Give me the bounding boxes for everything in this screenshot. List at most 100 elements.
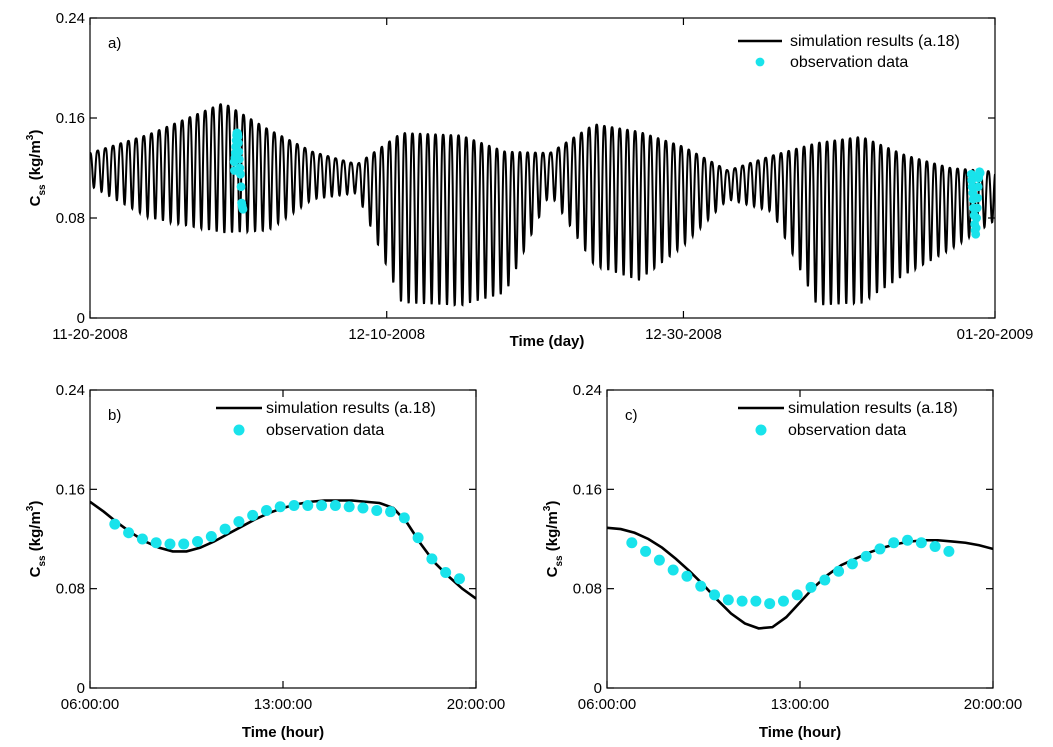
observation-point-c [874,543,886,555]
observation-point-b [123,527,135,539]
series-b-simulation-line [90,499,476,600]
y-tick-label: 0.08 [573,581,602,598]
legend-simulation-label: simulation results (a.18) [266,400,436,417]
y-tick-label: 0 [594,680,602,697]
observation-point-c [667,564,679,576]
x-axis-label: Time (hour) [242,724,324,741]
observation-point-b [398,512,410,524]
observation-point-a [971,223,981,233]
x-tick-label: 13:00:00 [254,696,312,713]
y-tick-label: 0.08 [56,210,85,227]
legend-observation-label: observation data [788,422,906,439]
observation-point-b [440,567,452,579]
observation-point-b [136,533,148,545]
legend-a: simulation results (a.18) observation dat… [738,33,960,71]
y-axis-label-superscript: 3 [25,505,36,511]
x-tick-label: 13:00:00 [771,696,829,713]
chart-panel-b: 0 0.08 0.16 0.24 06:00:00 13:00:00 20:00:00 Tim… [25,382,505,741]
panel-label: c) [625,407,638,424]
legend-observation-label: observation data [266,422,384,439]
observation-point-c [764,598,776,610]
y-tick-label: 0.16 [56,110,85,127]
legend-observation-swatch [755,424,767,436]
observation-point-c [929,540,941,552]
observation-point-c [833,565,845,577]
observation-point-b [385,506,397,518]
panel-label: b) [108,407,121,424]
y-axis-label: Css (kg/m3) [25,501,48,578]
observation-point-c [902,534,914,546]
y-tick-label: 0.16 [56,481,85,498]
y-tick-label: 0.24 [56,382,85,399]
y-axis-label-subscript: ss [37,555,48,567]
x-tick-label: 20:00:00 [447,696,505,713]
observation-point-b [343,501,355,513]
x-tick-label: 01-20-2009 [957,326,1034,343]
observation-point-b [192,535,204,547]
x-tick-label: 20:00:00 [964,696,1022,713]
x-axis-label: Time (day) [510,333,585,350]
observation-point-c [736,595,748,607]
panel-label: a) [108,35,121,52]
observation-point-c [819,574,831,586]
observation-point-a [971,229,981,239]
y-tick-label: 0 [77,310,85,327]
observation-point-b [371,504,383,516]
x-axis-label: Time (hour) [759,724,841,741]
y-axis-label: Css (kg/m3) [25,130,48,207]
observation-point-c [805,581,817,593]
y-axis-label-subscript: ss [37,184,48,196]
observation-point-a [975,168,985,178]
y-tick-label: 0.24 [56,10,85,27]
chart-panel-c: 0 0.08 0.16 0.24 06:00:00 13:00:00 20:00:00 Tim… [542,382,1022,741]
y-axis-label-unit-close: ) [27,501,44,506]
observation-point-a [234,147,244,157]
observation-point-b [205,531,217,543]
series-c-simulation-line [607,526,993,630]
observation-point-a [233,132,243,142]
y-axis-label-unit: (kg/m [27,511,44,555]
observation-point-a [234,154,244,164]
x-tick-label: 12-10-2008 [348,326,425,343]
observation-point-b [247,509,259,521]
x-tick-label: 06:00:00 [61,696,119,713]
observation-point-a [973,193,983,203]
x-tick-label: 12-30-2008 [645,326,722,343]
observation-point-b [412,532,424,544]
observation-point-b [329,499,341,511]
observation-point-c [681,570,693,582]
y-axis-label-superscript: 3 [542,505,553,511]
observation-point-a [973,182,983,192]
legend-observation-swatch [233,424,245,436]
observation-point-c [860,550,872,562]
observation-point-a [966,169,976,179]
observation-point-b [260,504,272,516]
observation-point-b [302,499,314,511]
legend-observation-swatch [755,57,765,67]
series-a-simulation-line [90,103,995,307]
y-tick-label: 0.08 [56,581,85,598]
legend-c: simulation results (a.18) observation dat… [738,400,958,439]
observation-point-b [233,516,245,528]
observation-point-c [750,595,762,607]
observation-point-a [238,204,248,214]
observation-point-b [219,523,231,535]
observation-point-a [972,203,982,213]
observation-point-c [777,595,789,607]
y-tick-label: 0.24 [573,382,602,399]
observation-point-b [178,538,190,550]
observation-point-c [791,589,803,601]
y-axis-label-unit-close: ) [544,501,561,506]
axes-box-a [89,17,996,319]
y-axis-label-unit: (kg/m [27,140,44,184]
observation-point-b [164,538,176,550]
observation-point-c [722,594,734,606]
legend-simulation-label: simulation results (a.18) [788,400,958,417]
observation-point-c [653,554,665,566]
x-tick-label: 06:00:00 [578,696,636,713]
observation-point-c [888,537,900,549]
y-axis-label-unit: (kg/m [544,511,561,555]
observation-point-a [233,138,243,148]
observation-point-c [626,537,638,549]
